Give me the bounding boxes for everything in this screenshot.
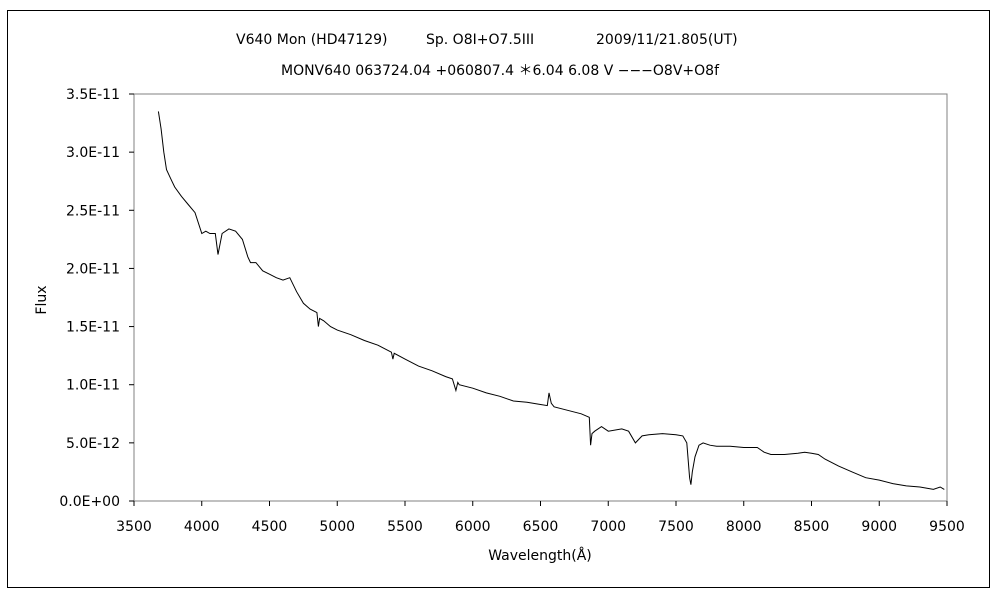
y-axis: 0.0E+00 5.0E-12 1.0E-11 1.5E-11 2.0E-11 2.5E-… <box>59 87 134 510</box>
x-tick-label: 6000 <box>455 519 491 535</box>
x-axis: 3500 4000 4500 5000 5500 6000 6500 7000 7500 8000… <box>116 501 965 535</box>
y-tick-label: 1.5E-11 <box>66 320 120 336</box>
y-axis-label: Flux <box>34 285 50 314</box>
x-tick-label: 7000 <box>590 519 626 535</box>
x-tick-label: 5500 <box>387 519 423 535</box>
y-tick-label: 0.0E+00 <box>59 494 120 510</box>
x-tick-label: 3500 <box>116 519 152 535</box>
plot-area <box>133 93 948 502</box>
x-tick-label: 6500 <box>523 519 559 535</box>
y-tick-label: 2.0E-11 <box>66 261 120 277</box>
y-tick-label: 2.5E-11 <box>66 203 120 219</box>
x-tick-label: 8000 <box>726 519 762 535</box>
chart-title-object: V640 Mon (HD47129) <box>236 32 387 48</box>
x-tick-label: 8500 <box>794 519 830 535</box>
x-tick-label: 4500 <box>252 519 288 535</box>
y-tick-label: 1.0E-11 <box>66 378 120 394</box>
x-tick-label: 4000 <box>184 519 220 535</box>
y-tick-label: 5.0E-12 <box>66 436 120 452</box>
x-tick-label: 5000 <box>319 519 355 535</box>
y-tick-label: 3.5E-11 <box>66 87 120 103</box>
spectrum-series-line <box>157 111 945 490</box>
chart-title-sptype: Sp. O8I+O7.5III <box>426 32 534 48</box>
x-tick-label: 9500 <box>929 519 965 535</box>
x-tick-label: 7500 <box>658 519 694 535</box>
y-tick-label: 3.0E-11 <box>66 145 120 161</box>
x-tick-label: 9000 <box>861 519 897 535</box>
chart-title-date: 2009/11/21.805(UT) <box>596 32 738 48</box>
chart-subtitle: MONV640 063724.04 +060807.4 ＊6.04 6.08 V… <box>281 63 720 79</box>
x-axis-label: Wavelength(Å) <box>488 547 592 564</box>
